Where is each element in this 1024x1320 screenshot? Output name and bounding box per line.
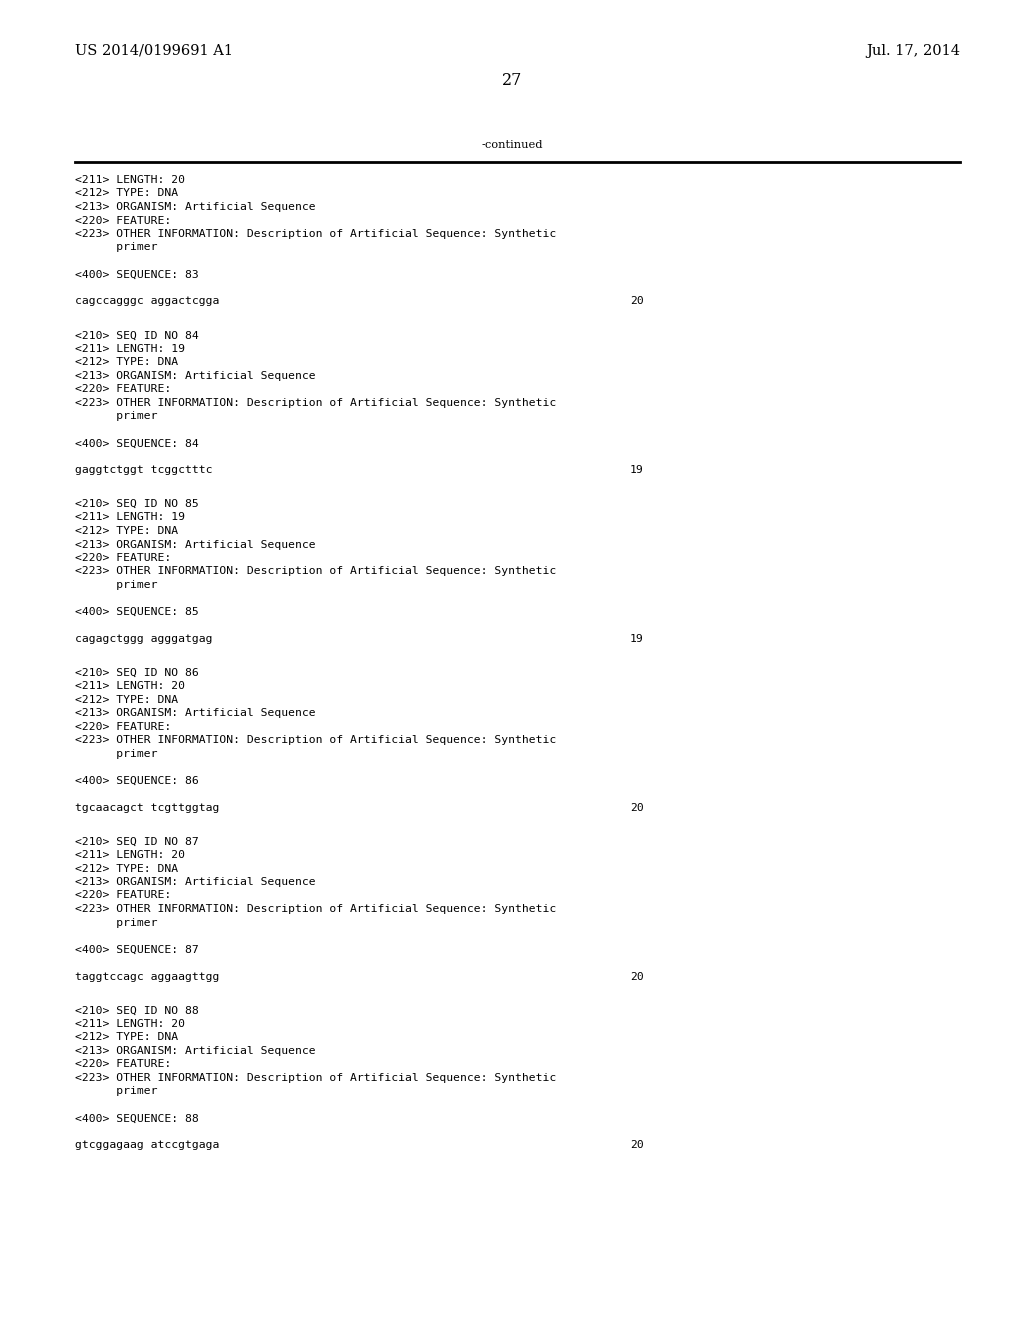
Text: <210> SEQ ID NO 85: <210> SEQ ID NO 85 bbox=[75, 499, 199, 510]
Text: US 2014/0199691 A1: US 2014/0199691 A1 bbox=[75, 44, 233, 58]
Text: cagccagggc aggactcgga: cagccagggc aggactcgga bbox=[75, 297, 219, 306]
Text: <211> LENGTH: 20: <211> LENGTH: 20 bbox=[75, 850, 185, 861]
Text: 27: 27 bbox=[502, 73, 522, 88]
Text: 20: 20 bbox=[630, 1140, 644, 1150]
Text: primer: primer bbox=[75, 917, 158, 928]
Text: <400> SEQUENCE: 86: <400> SEQUENCE: 86 bbox=[75, 776, 199, 785]
Text: <212> TYPE: DNA: <212> TYPE: DNA bbox=[75, 358, 178, 367]
Text: 19: 19 bbox=[630, 634, 644, 644]
Text: taggtccagc aggaagttgg: taggtccagc aggaagttgg bbox=[75, 972, 219, 982]
Text: Jul. 17, 2014: Jul. 17, 2014 bbox=[866, 44, 961, 58]
Text: -continued: -continued bbox=[481, 140, 543, 150]
Text: <220> FEATURE:: <220> FEATURE: bbox=[75, 722, 171, 731]
Text: <211> LENGTH: 20: <211> LENGTH: 20 bbox=[75, 1019, 185, 1028]
Text: primer: primer bbox=[75, 1086, 158, 1096]
Text: <211> LENGTH: 19: <211> LENGTH: 19 bbox=[75, 343, 185, 354]
Text: <213> ORGANISM: Artificial Sequence: <213> ORGANISM: Artificial Sequence bbox=[75, 709, 315, 718]
Text: <223> OTHER INFORMATION: Description of Artificial Sequence: Synthetic: <223> OTHER INFORMATION: Description of … bbox=[75, 735, 556, 746]
Text: <223> OTHER INFORMATION: Description of Artificial Sequence: Synthetic: <223> OTHER INFORMATION: Description of … bbox=[75, 1073, 556, 1082]
Text: primer: primer bbox=[75, 579, 158, 590]
Text: <400> SEQUENCE: 84: <400> SEQUENCE: 84 bbox=[75, 438, 199, 449]
Text: <212> TYPE: DNA: <212> TYPE: DNA bbox=[75, 525, 178, 536]
Text: <400> SEQUENCE: 83: <400> SEQUENCE: 83 bbox=[75, 269, 199, 280]
Text: <213> ORGANISM: Artificial Sequence: <213> ORGANISM: Artificial Sequence bbox=[75, 1045, 315, 1056]
Text: 19: 19 bbox=[630, 465, 644, 475]
Text: <223> OTHER INFORMATION: Description of Artificial Sequence: Synthetic: <223> OTHER INFORMATION: Description of … bbox=[75, 228, 556, 239]
Text: gtcggagaag atccgtgaga: gtcggagaag atccgtgaga bbox=[75, 1140, 219, 1150]
Text: <220> FEATURE:: <220> FEATURE: bbox=[75, 553, 171, 564]
Text: <210> SEQ ID NO 88: <210> SEQ ID NO 88 bbox=[75, 1006, 199, 1015]
Text: tgcaacagct tcgttggtag: tgcaacagct tcgttggtag bbox=[75, 803, 219, 813]
Text: 20: 20 bbox=[630, 972, 644, 982]
Text: <210> SEQ ID NO 87: <210> SEQ ID NO 87 bbox=[75, 837, 199, 846]
Text: 20: 20 bbox=[630, 297, 644, 306]
Text: gaggtctggt tcggctttc: gaggtctggt tcggctttc bbox=[75, 465, 213, 475]
Text: <212> TYPE: DNA: <212> TYPE: DNA bbox=[75, 863, 178, 874]
Text: <213> ORGANISM: Artificial Sequence: <213> ORGANISM: Artificial Sequence bbox=[75, 371, 315, 380]
Text: <213> ORGANISM: Artificial Sequence: <213> ORGANISM: Artificial Sequence bbox=[75, 202, 315, 213]
Text: primer: primer bbox=[75, 243, 158, 252]
Text: <220> FEATURE:: <220> FEATURE: bbox=[75, 1059, 171, 1069]
Text: <212> TYPE: DNA: <212> TYPE: DNA bbox=[75, 1032, 178, 1043]
Text: cagagctggg agggatgag: cagagctggg agggatgag bbox=[75, 634, 213, 644]
Text: <220> FEATURE:: <220> FEATURE: bbox=[75, 215, 171, 226]
Text: <211> LENGTH: 19: <211> LENGTH: 19 bbox=[75, 512, 185, 523]
Text: <212> TYPE: DNA: <212> TYPE: DNA bbox=[75, 189, 178, 198]
Text: <400> SEQUENCE: 87: <400> SEQUENCE: 87 bbox=[75, 945, 199, 954]
Text: <210> SEQ ID NO 86: <210> SEQ ID NO 86 bbox=[75, 668, 199, 677]
Text: <213> ORGANISM: Artificial Sequence: <213> ORGANISM: Artificial Sequence bbox=[75, 540, 315, 549]
Text: <220> FEATURE:: <220> FEATURE: bbox=[75, 891, 171, 900]
Text: <223> OTHER INFORMATION: Description of Artificial Sequence: Synthetic: <223> OTHER INFORMATION: Description of … bbox=[75, 566, 556, 577]
Text: <212> TYPE: DNA: <212> TYPE: DNA bbox=[75, 694, 178, 705]
Text: <211> LENGTH: 20: <211> LENGTH: 20 bbox=[75, 681, 185, 692]
Text: <400> SEQUENCE: 85: <400> SEQUENCE: 85 bbox=[75, 607, 199, 616]
Text: <400> SEQUENCE: 88: <400> SEQUENCE: 88 bbox=[75, 1113, 199, 1123]
Text: 20: 20 bbox=[630, 803, 644, 813]
Text: primer: primer bbox=[75, 748, 158, 759]
Text: <210> SEQ ID NO 84: <210> SEQ ID NO 84 bbox=[75, 330, 199, 341]
Text: <220> FEATURE:: <220> FEATURE: bbox=[75, 384, 171, 395]
Text: <223> OTHER INFORMATION: Description of Artificial Sequence: Synthetic: <223> OTHER INFORMATION: Description of … bbox=[75, 904, 556, 913]
Text: <211> LENGTH: 20: <211> LENGTH: 20 bbox=[75, 176, 185, 185]
Text: <223> OTHER INFORMATION: Description of Artificial Sequence: Synthetic: <223> OTHER INFORMATION: Description of … bbox=[75, 397, 556, 408]
Text: <213> ORGANISM: Artificial Sequence: <213> ORGANISM: Artificial Sequence bbox=[75, 876, 315, 887]
Text: primer: primer bbox=[75, 412, 158, 421]
